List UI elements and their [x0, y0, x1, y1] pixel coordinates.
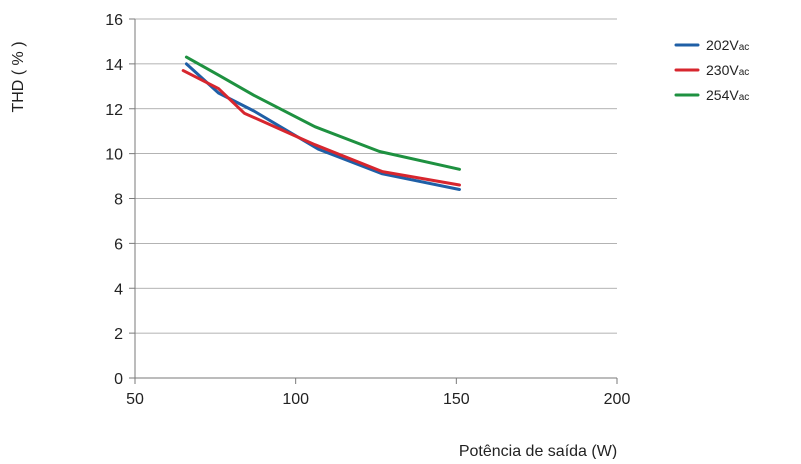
y-tick-label-0: 0: [114, 371, 123, 388]
x-tick-label-50: 50: [126, 391, 144, 408]
legend-label-254Vac: 254Vac: [706, 87, 749, 103]
legend-item-254Vac: 254Vac: [674, 87, 749, 103]
x-tick-label-150: 150: [443, 391, 470, 408]
y-tick-label-2: 2: [114, 326, 123, 343]
grid-layer: [135, 18, 617, 334]
legend-item-230Vac: 230Vac: [674, 62, 749, 78]
legend-label-main: 202V: [706, 37, 739, 53]
series-line-254Vac: [184, 55, 461, 171]
legend-item-202Vac: 202Vac: [674, 37, 749, 53]
x-tick-label-200: 200: [604, 391, 631, 408]
legend-label-202Vac: 202Vac: [706, 37, 749, 53]
series-line-230Vac: [181, 69, 461, 187]
series-layer: [181, 55, 461, 191]
axis-layer: 0 2 4 6 8 10 12 14 16 50 100 150 200: [105, 12, 630, 408]
y-tick-label-16: 16: [105, 12, 123, 29]
y-tick-label-4: 4: [114, 281, 123, 298]
legend-label-subscript: ac: [739, 42, 750, 53]
y-tick-label-10: 10: [105, 147, 123, 164]
series-line-202Vac: [184, 62, 461, 191]
y-axis-title: THD ( % ): [10, 41, 27, 112]
legend-label-230Vac: 230Vac: [706, 62, 749, 78]
legend-label-subscript: ac: [739, 67, 750, 78]
y-tick-label-6: 6: [114, 236, 123, 253]
legend-label-main: 230V: [706, 62, 739, 78]
y-tick-label-12: 12: [105, 102, 123, 119]
y-tick-label-8: 8: [114, 192, 123, 209]
y-tick-label-14: 14: [105, 57, 123, 74]
x-tick-label-100: 100: [282, 391, 309, 408]
legend-label-subscript: ac: [739, 92, 750, 103]
legend-label-main: 254V: [706, 87, 739, 103]
x-axis-title: Potência de saída (W): [459, 443, 617, 459]
